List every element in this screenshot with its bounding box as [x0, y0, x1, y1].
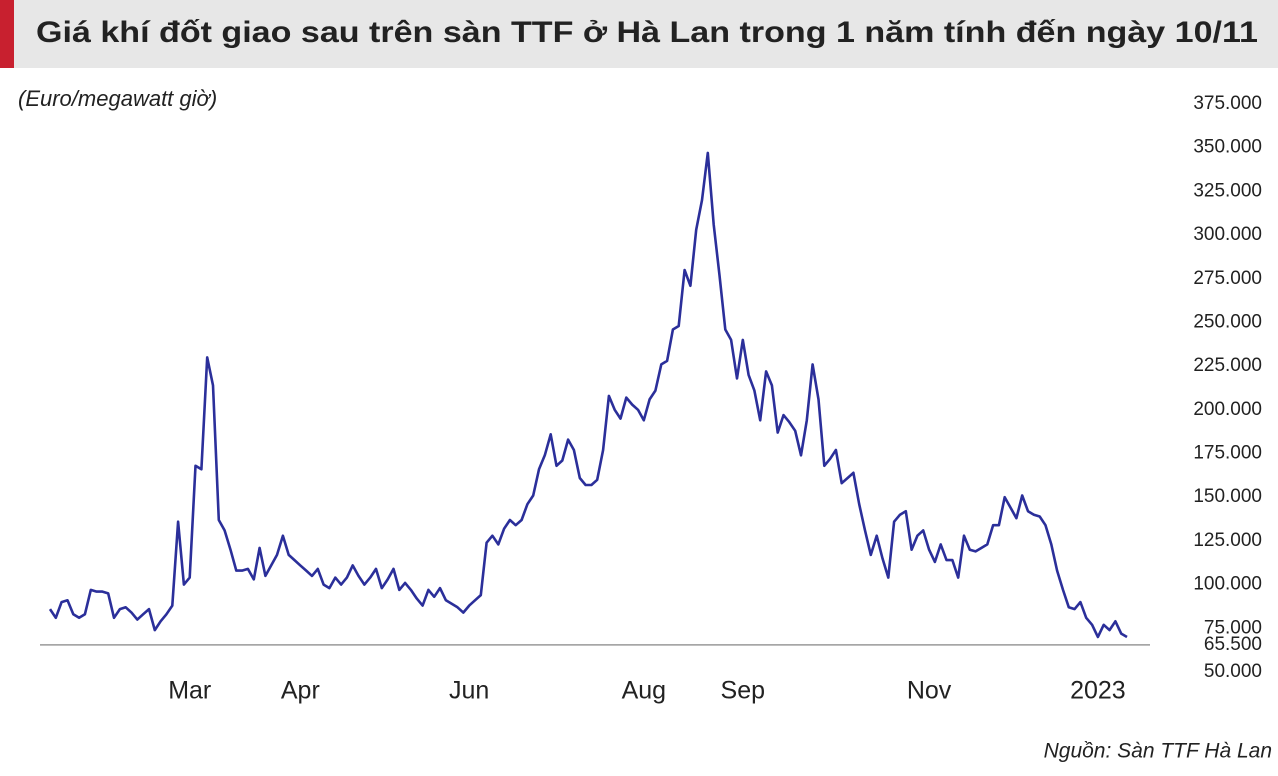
y-tick-label: 150.000 — [1193, 486, 1262, 507]
x-tick-label: Apr — [281, 677, 320, 705]
y-tick-label: 275.000 — [1193, 268, 1262, 289]
x-tick-label: Sep — [721, 677, 765, 705]
y-tick-label: 300.000 — [1193, 224, 1262, 245]
x-tick-label: Nov — [907, 677, 952, 705]
data-line — [48, 151, 1128, 639]
y-tick-label: 125.000 — [1193, 530, 1262, 551]
x-tick-label: Jun — [449, 677, 489, 705]
y-tick-label: 375.000 — [1193, 93, 1262, 114]
y-tick-label: 100.000 — [1193, 574, 1262, 595]
x-tick-label: Aug — [622, 677, 666, 705]
y-tick-label: 250.000 — [1193, 311, 1262, 332]
y-tick-label: 225.000 — [1193, 355, 1262, 376]
y-tick-label: 200.000 — [1193, 399, 1262, 420]
title-accent — [0, 0, 14, 68]
chart-title: Giá khí đốt giao sau trên sàn TTF ở Hà L… — [36, 16, 1258, 49]
y-tick-label: 50.000 — [1204, 661, 1262, 682]
y-axis-label: (Euro/megawatt giờ) — [18, 86, 217, 111]
title-bar — [0, 0, 1278, 68]
source-note: Nguồn: Sàn TTF Hà Lan — [1044, 740, 1272, 763]
y-tick-label: 350.000 — [1193, 137, 1262, 158]
x-tick-label: 2023 — [1070, 677, 1126, 705]
x-tick-label: Mar — [168, 677, 211, 705]
y-tick-label: 325.000 — [1193, 180, 1262, 201]
y-tick-label: 175.000 — [1193, 443, 1262, 464]
y-tick-label: 65.500 — [1204, 634, 1262, 655]
y-tick-label: 75.000 — [1204, 617, 1262, 638]
